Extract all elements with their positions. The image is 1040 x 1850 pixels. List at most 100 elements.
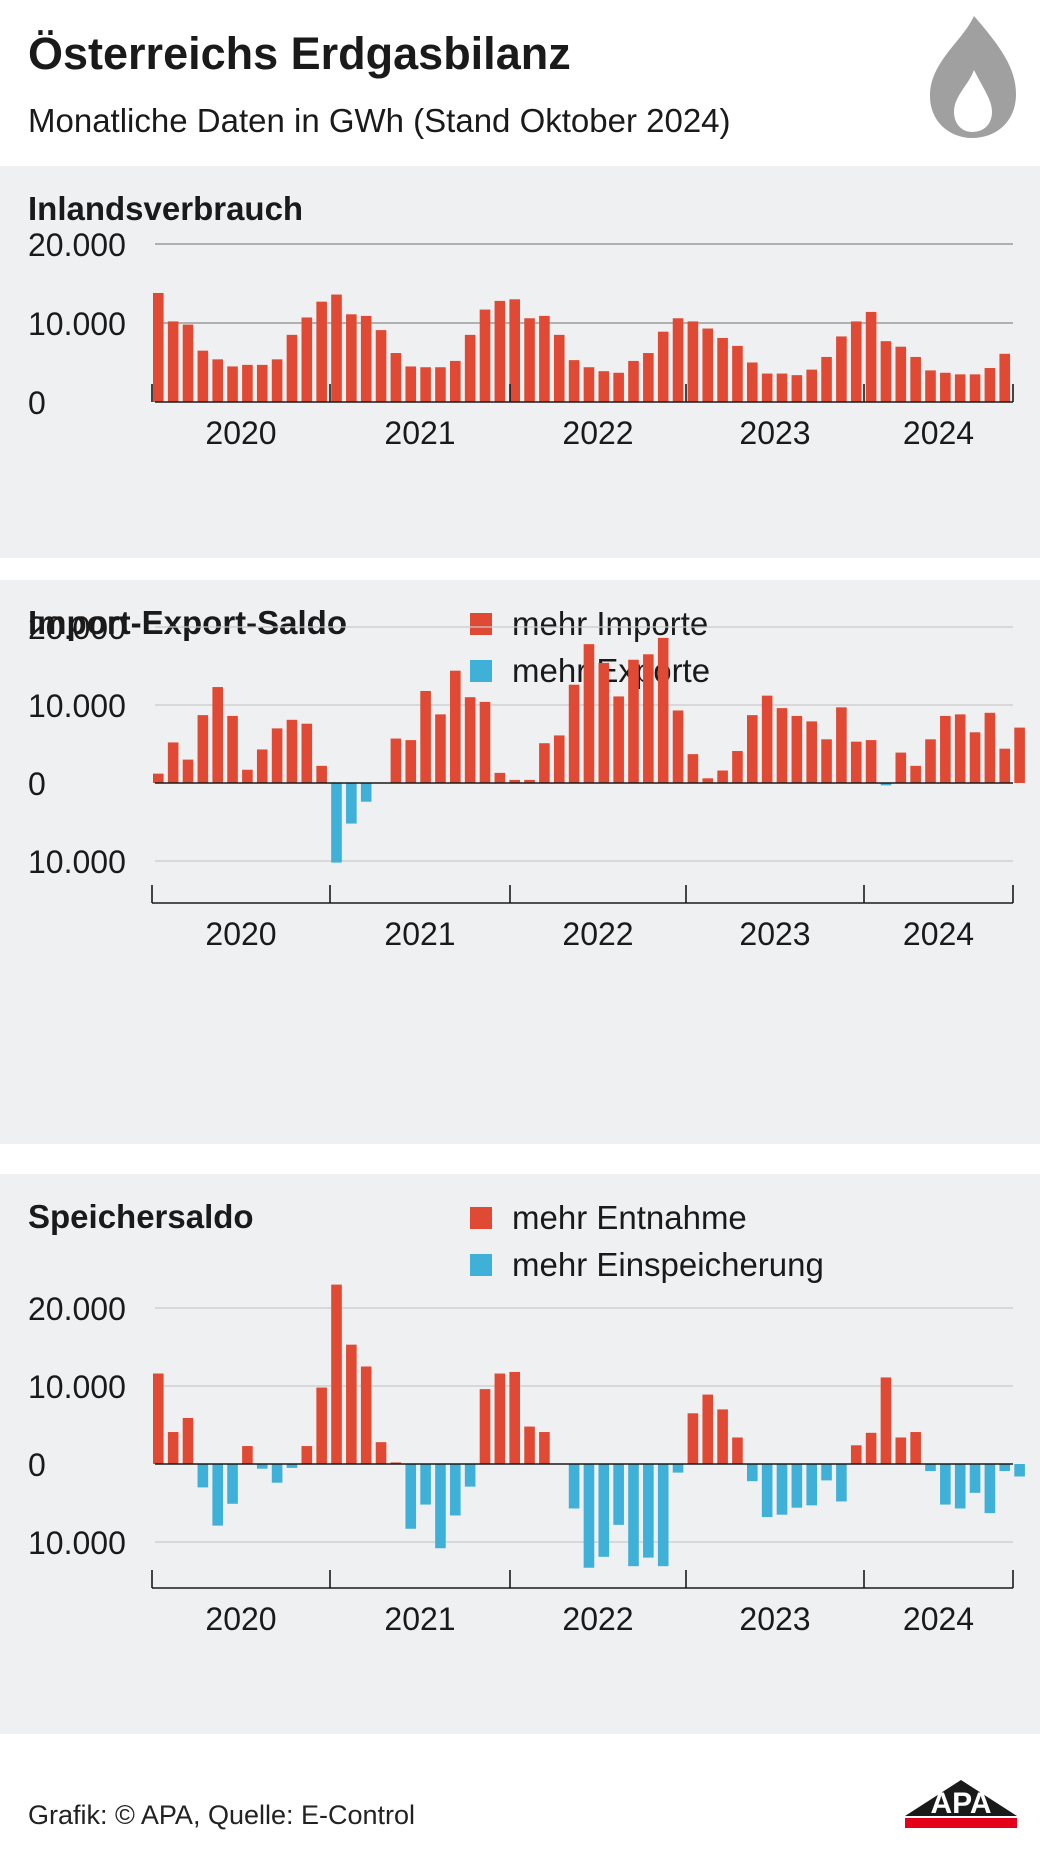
bar [509,779,520,783]
x-tick-label: 2024 [903,415,974,451]
bar [197,715,209,783]
bar [984,712,996,783]
x-tick-label: 2021 [384,916,455,952]
x-tick-label: 2023 [739,415,810,451]
bar [954,714,966,783]
bar [747,362,758,402]
bar [940,715,951,783]
panel-speichersaldo: Speichersaldo mehr Entnahme mehr Einspei… [0,1174,1040,1734]
y-tick-label: 10.000 [28,688,126,724]
bar [331,783,342,863]
bar [271,728,283,783]
legend-swatch [470,1206,492,1229]
bar [880,341,892,402]
bar [836,336,847,402]
bar [167,321,179,402]
bar [153,773,164,783]
y-tick-label: 20.000 [28,227,126,263]
bar [494,300,506,402]
bar [657,1464,669,1567]
bar [375,330,387,402]
bar [940,372,951,402]
y-tick-label: 10.000 [28,1369,126,1405]
bar [197,1464,209,1488]
bar [643,654,654,783]
legend-label: mehr Exporte [512,651,711,689]
bar [509,299,520,402]
bar [539,315,550,402]
bar [821,739,832,783]
page-subtitle: Monatliche Daten in GWh (Stand Oktober 2… [28,102,731,139]
bar [761,695,773,783]
bar [286,719,298,783]
bar [643,1464,654,1558]
chart-title: Inlandsverbrauch [28,190,304,227]
bar [880,783,892,786]
bar [435,367,446,402]
flame-icon [930,16,1016,138]
bar [628,659,639,783]
bar [598,662,610,783]
bar [791,715,803,783]
bar [568,684,580,783]
bar [212,687,223,783]
bar [776,373,788,402]
bar [182,324,194,402]
bar [390,738,402,783]
bar [301,317,313,402]
bar [167,742,179,783]
bar [242,364,253,402]
bar [984,368,996,402]
bar [435,714,446,783]
bar [568,1464,580,1509]
bar [553,334,565,402]
bar [256,364,268,402]
legend-label: mehr Entnahme [512,1198,747,1236]
bar [598,371,610,402]
chart-speichersaldo: 10.000 0 10.000 20.000 2020 2021 2022 2023 2024 [28,1284,1025,1637]
y-tick-label: 0 [28,1447,46,1483]
source-credit: Grafik: © APA, Quelle: E-Control [28,1800,416,1830]
bar [850,741,862,783]
bar [331,1284,342,1464]
x-tick-label: 2024 [903,916,974,952]
bar [702,778,714,783]
bar [925,1464,936,1472]
legend: mehr Importe mehr Exporte [470,600,710,694]
panel-inlandsverbrauch: Inlandsverbrauch 0 10.000 20.000 2020 2021 20… [0,166,1040,558]
bar [524,1426,535,1464]
bar [420,690,431,783]
bar [776,708,788,783]
bar [628,1464,639,1567]
bar [375,1442,387,1464]
bar [925,370,936,402]
bar [420,1464,431,1505]
bar [182,1417,194,1464]
bar [836,1464,847,1502]
bar [880,1377,892,1464]
bar [999,353,1011,402]
panel-import-export-saldo: Import-Export-Saldo mehr Importe mehr Ex… [0,580,1040,1144]
bar [316,765,327,783]
bar [806,721,817,783]
bar [776,1464,788,1515]
y-tick-label: 10.000 [28,844,126,880]
bar [613,696,624,783]
bar [346,783,357,824]
bar [732,1437,743,1464]
bar [286,334,298,402]
bar [687,1413,699,1464]
legend-swatch [470,659,492,682]
bar [717,338,728,402]
bar [910,1432,921,1464]
bar [450,670,461,783]
bar [494,772,506,783]
bar [954,1464,966,1509]
y-tick-label: 10.000 [28,1525,126,1561]
x-tick-label: 2020 [205,415,276,451]
bar [821,356,832,402]
bar [494,1373,506,1464]
legend-label: mehr Importe [512,604,709,642]
x-tick-label: 2024 [903,1601,974,1637]
bar [687,321,699,402]
